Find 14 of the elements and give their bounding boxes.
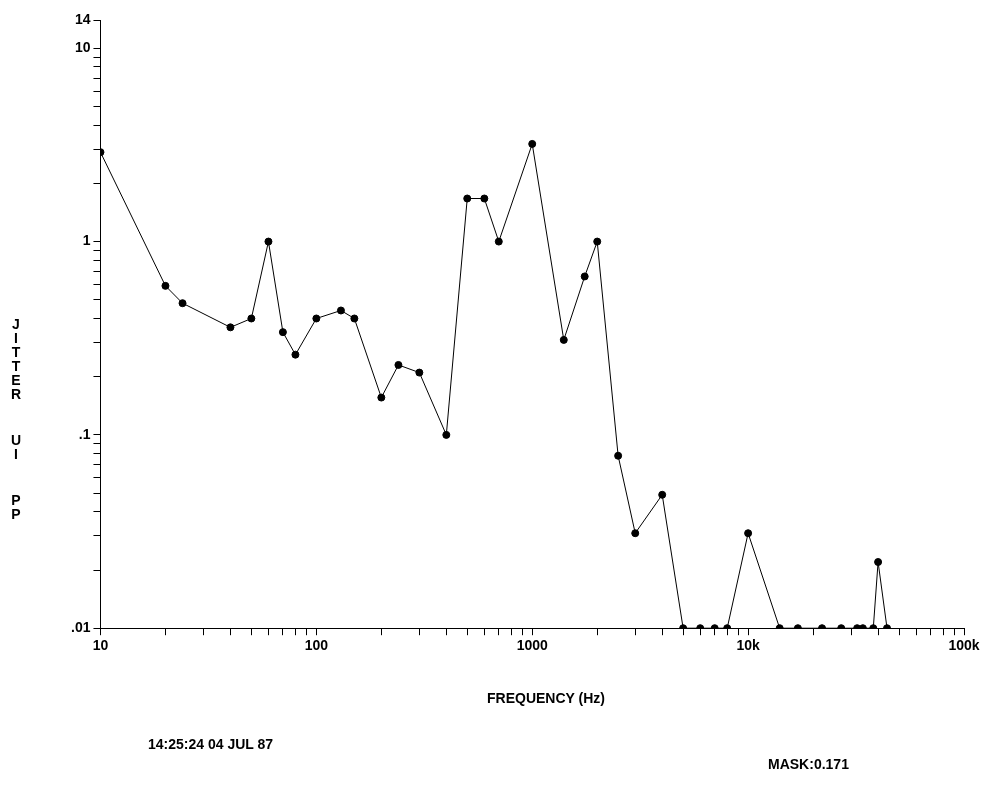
y-axis-title: JITTER UI PP	[8, 316, 24, 520]
x-tick-label: 10k	[736, 637, 761, 654]
y-tick-label: .01	[70, 619, 91, 636]
x-axis-title: FREQUENCY (Hz)	[486, 690, 606, 706]
text: MASK:0.171	[768, 756, 849, 772]
y-tick-label: 14	[74, 10, 91, 27]
x-tick-label: 100k	[948, 637, 980, 654]
y-tick-label: .1	[78, 425, 91, 442]
x-tick-label: 10	[92, 637, 109, 654]
x-tick-label: 1000	[516, 637, 549, 654]
text: 14:25:24 04 JUL 87	[148, 736, 274, 752]
y-tick-label: 10	[74, 39, 91, 56]
y-tick-label: 1	[82, 232, 91, 249]
x-tick-label: 100	[304, 637, 329, 654]
